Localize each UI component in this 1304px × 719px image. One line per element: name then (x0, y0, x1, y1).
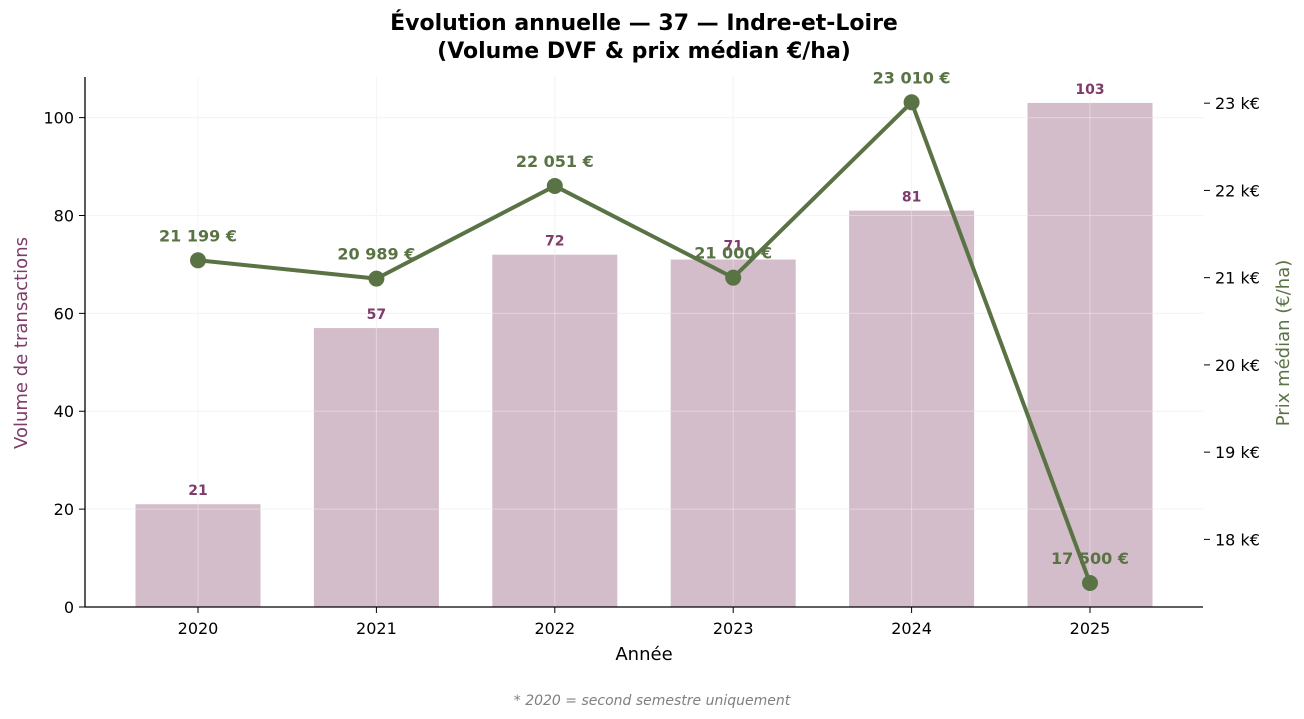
bar-series (85, 77, 1203, 608)
bar (670, 259, 796, 607)
y-left-tick-label: 80 (54, 206, 74, 225)
x-tick-label: 2024 (891, 619, 932, 638)
bar-value-label: 57 (367, 307, 386, 323)
x-tick-label: 2023 (713, 619, 754, 638)
bar (1027, 102, 1153, 608)
chart-title-line1: Évolution annuelle — 37 — Indre-et-Loire (390, 10, 898, 36)
axes: 0 20 40 60 80 100 18 k€ 19 k€ 20 k€ 21 k€ 22 k€ 23 … (43, 77, 1260, 638)
x-tick-label: 2025 (1070, 619, 1111, 638)
y-axis-right-label: Prix médian (€/ha) (1273, 260, 1294, 427)
price-point (546, 177, 563, 194)
price-value-label: 22 051 € (516, 152, 594, 171)
footnote: * 2020 = second semestre uniquement (514, 693, 791, 709)
x-tick-label: 2020 (178, 619, 219, 638)
price-value-label: 21 000 € (694, 244, 772, 263)
price-point (725, 269, 742, 286)
y-right-tick-label: 23 k€ (1215, 94, 1260, 113)
y-right-tick-label: 20 k€ (1215, 356, 1260, 375)
y-right-tick-label: 21 k€ (1215, 269, 1260, 288)
bar-value-label: 81 (902, 190, 921, 206)
bar (492, 254, 618, 607)
y-left-tick-label: 40 (54, 402, 74, 421)
bar-value-label: 71 (723, 239, 742, 255)
bar (135, 504, 261, 607)
price-point (1082, 575, 1098, 592)
price-value-label: 20 989 € (337, 245, 415, 264)
price-point (190, 252, 206, 269)
y-left-tick-label: 60 (54, 304, 74, 323)
y-left-tick-label: 20 (54, 500, 74, 519)
price-line (197, 100, 1092, 584)
price-point (903, 94, 920, 111)
price-point (368, 270, 385, 287)
x-tick-label: 2021 (356, 619, 397, 638)
bar-value-label: 103 (1075, 82, 1104, 98)
price-value-label: 21 199 € (159, 226, 237, 245)
data-labels: 21 57 72 71 81 103 21 199 € 20 989 € 22 051 € 21 … (159, 68, 1129, 568)
y-right-tick-label: 18 k€ (1215, 530, 1260, 549)
y-right-tick-label: 22 k€ (1215, 181, 1260, 200)
bar (849, 210, 975, 607)
chart-title-line2: (Volume DVF & prix médian €/ha) (437, 39, 851, 64)
y-left-tick-label: 100 (43, 109, 74, 128)
price-value-label: 23 010 € (873, 68, 951, 87)
y-right-tick-label: 19 k€ (1215, 443, 1260, 462)
line-series (190, 94, 1098, 592)
y-left-tick-label: 0 (64, 598, 74, 617)
bar-value-label: 21 (188, 483, 207, 499)
x-axis-label: Année (615, 644, 672, 665)
bar-value-label: 72 (545, 234, 564, 250)
bar (313, 328, 439, 607)
price-value-label: 17 500 € (1051, 549, 1129, 568)
y-axis-left-label: Volume de transactions (11, 237, 32, 449)
x-tick-label: 2022 (534, 619, 575, 638)
